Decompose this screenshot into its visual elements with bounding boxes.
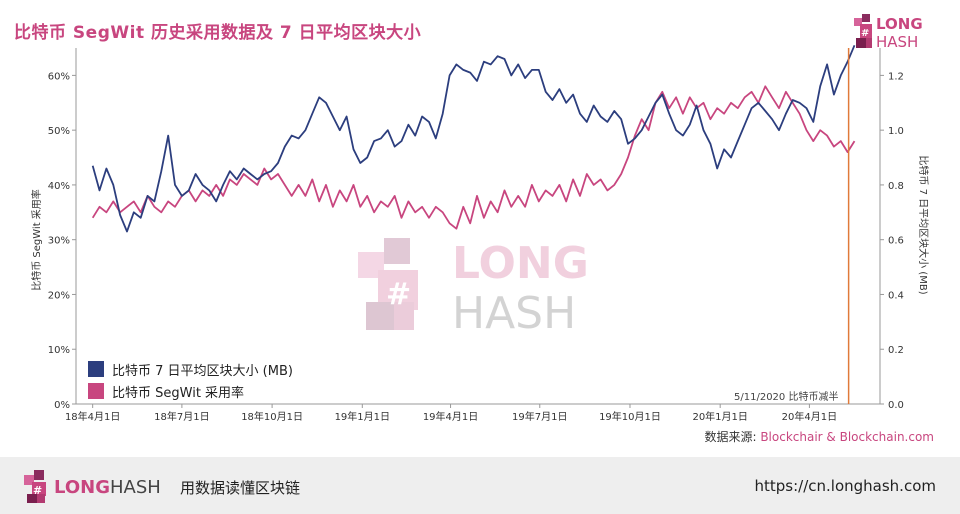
footer-slogan: 用数据读懂区块链 bbox=[180, 479, 301, 497]
right-axis-label: 比特币 7 日平均区块大小 (MB) bbox=[917, 155, 930, 294]
chart: 0% 10% 20% 30% 40% 50% 60% 0.0 0.2 0.4 0.6 0.8 1.0 1… bbox=[30, 44, 930, 423]
x-tick-label: 19年10月1日 bbox=[599, 410, 661, 423]
left-tick-label: 0% bbox=[54, 400, 70, 411]
x-tick-label: 18年10月1日 bbox=[241, 410, 303, 423]
watermark-cube-icon: # bbox=[358, 238, 418, 330]
legend-swatch-segwit bbox=[88, 383, 104, 399]
right-tick-label: 1.2 bbox=[888, 71, 904, 82]
footer-cube-icon: # bbox=[24, 470, 46, 503]
x-tick-label: 20年4月1日 bbox=[782, 410, 837, 423]
right-tick-label: 0.2 bbox=[888, 345, 904, 356]
footer-hash-text: HASH bbox=[110, 477, 161, 498]
halving-annotation: 5/11/2020 比特币减半 bbox=[734, 392, 839, 403]
brand-hash-text: HASH bbox=[876, 33, 918, 51]
chart-title: 比特币 SegWit 历史采用数据及 7 日平均区块大小 bbox=[14, 23, 422, 43]
x-tick-label: 18年7月1日 bbox=[154, 410, 209, 423]
left-tick-label: 30% bbox=[48, 236, 70, 247]
x-tick-label: 19年4月1日 bbox=[423, 410, 478, 423]
left-axis-ticks: 0% 10% 20% 30% 40% 50% 60% bbox=[48, 71, 76, 411]
watermark-long-text: LONG bbox=[452, 238, 589, 289]
footer-url-link[interactable]: https://cn.longhash.com bbox=[754, 477, 937, 495]
data-source: 数据来源: Blockchair & Blockchain.com bbox=[704, 428, 934, 445]
left-tick-label: 10% bbox=[48, 345, 70, 356]
footer: # LONG HASH 用数据读懂区块链 https://cn.longhash… bbox=[0, 457, 960, 514]
brand-long-text: LONG bbox=[876, 15, 923, 33]
watermark-logo: # LONG HASH bbox=[358, 238, 589, 334]
left-tick-label: 60% bbox=[48, 71, 70, 82]
series-line-segwit bbox=[91, 85, 856, 230]
x-tick-label: 19年7月1日 bbox=[512, 410, 567, 423]
brand-logo-top: # LONG HASH bbox=[854, 14, 923, 51]
legend-label-segwit: 比特币 SegWit 采用率 bbox=[112, 385, 245, 401]
x-axis-ticks: 18年4月1日 18年7月1日 18年10月1日 19年1月1日 19年4月1日 19年7… bbox=[65, 404, 837, 423]
right-tick-label: 0.8 bbox=[888, 181, 904, 192]
svg-text:#: # bbox=[33, 484, 42, 497]
longhash-cube-icon: # bbox=[854, 14, 872, 48]
left-tick-label: 20% bbox=[48, 290, 70, 301]
source-value: Blockchair & Blockchain.com bbox=[760, 430, 934, 444]
svg-text:#: # bbox=[861, 28, 869, 39]
left-axis-label: 比特币 SegWit 采用率 bbox=[30, 189, 43, 291]
x-tick-label: 20年1月1日 bbox=[692, 410, 747, 423]
chart-axes bbox=[75, 48, 881, 405]
right-tick-label: 0.0 bbox=[888, 400, 904, 411]
left-tick-label: 50% bbox=[48, 126, 70, 137]
right-tick-label: 0.6 bbox=[888, 236, 904, 247]
legend: 比特币 7 日平均区块大小 (MB) 比特币 SegWit 采用率 bbox=[88, 358, 293, 402]
legend-item-segwit: 比特币 SegWit 采用率 bbox=[88, 380, 293, 402]
left-tick-label: 40% bbox=[48, 181, 70, 192]
x-tick-label: 18年4月1日 bbox=[65, 410, 120, 423]
legend-swatch-block-size bbox=[88, 361, 104, 377]
svg-text:#: # bbox=[386, 277, 411, 312]
legend-item-block-size: 比特币 7 日平均区块大小 (MB) bbox=[88, 358, 293, 380]
series-line-block-size bbox=[91, 44, 856, 233]
series-layer bbox=[91, 44, 856, 233]
footer-long-text: LONG bbox=[54, 477, 110, 498]
right-axis-ticks: 0.0 0.2 0.4 0.6 0.8 1.0 1.2 bbox=[880, 71, 904, 411]
x-tick-label: 19年1月1日 bbox=[335, 410, 390, 423]
legend-label-block-size: 比特币 7 日平均区块大小 (MB) bbox=[112, 363, 293, 379]
source-label: 数据来源: bbox=[704, 430, 757, 444]
watermark-hash-text: HASH bbox=[452, 288, 576, 334]
right-tick-label: 1.0 bbox=[888, 126, 904, 137]
footer-logo: # LONG HASH bbox=[24, 470, 161, 503]
right-tick-label: 0.4 bbox=[888, 290, 904, 301]
